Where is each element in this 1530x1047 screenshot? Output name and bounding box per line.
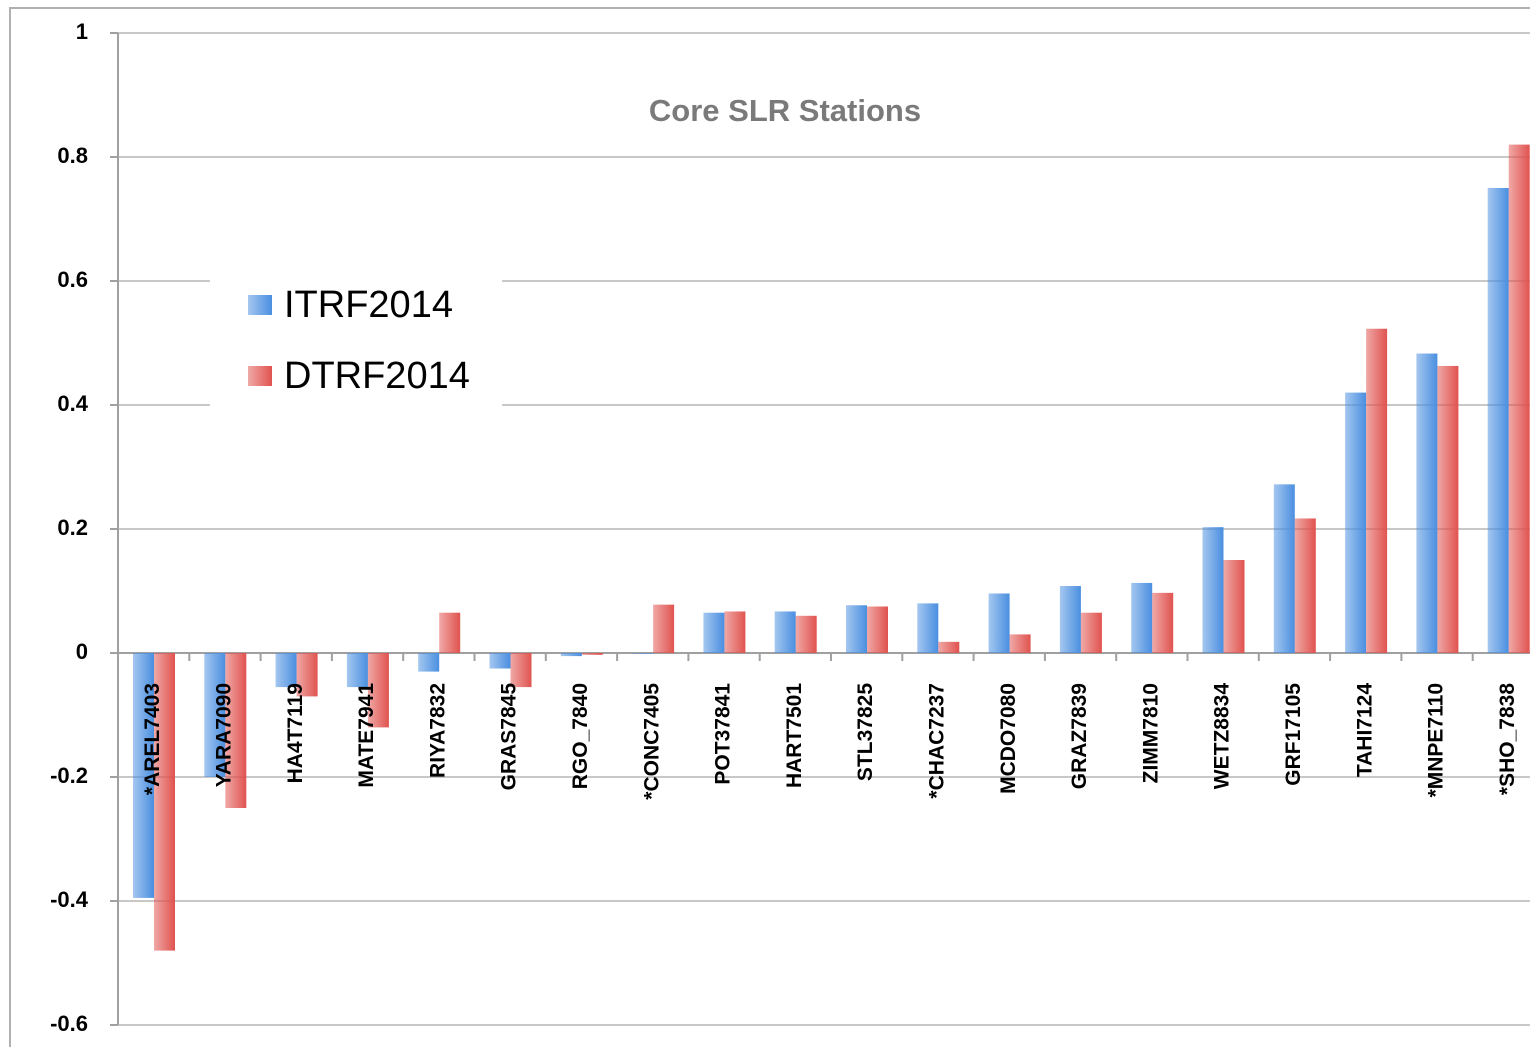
bar xyxy=(1366,328,1388,653)
bar xyxy=(489,653,511,669)
bar xyxy=(846,605,867,653)
bar xyxy=(938,641,960,653)
bar xyxy=(795,615,817,653)
x-tick-label: STL37825 xyxy=(854,683,877,781)
chart-title: Core SLR Stations xyxy=(649,93,921,128)
y-tick-label: -0.2 xyxy=(50,763,88,788)
bar xyxy=(204,653,226,777)
legend-label: DTRF2014 xyxy=(284,355,470,397)
bar xyxy=(774,611,796,653)
bar xyxy=(867,606,888,653)
bar xyxy=(225,653,247,808)
x-tick-label: *MNPE7110 xyxy=(1425,683,1448,797)
bar xyxy=(1131,582,1153,653)
x-tick-label: *SHO_7838 xyxy=(1496,683,1519,795)
x-tick-label: HART7501 xyxy=(783,683,806,788)
x-tick-label: POT37841 xyxy=(712,683,735,785)
bar xyxy=(1009,634,1031,653)
legend-swatch xyxy=(248,295,272,315)
bar xyxy=(1508,144,1530,653)
x-tick-label: RGO_7840 xyxy=(569,683,592,789)
bar xyxy=(346,653,368,688)
bar xyxy=(632,653,654,654)
bar xyxy=(581,653,603,655)
x-tick-label: GRAS7845 xyxy=(498,683,521,791)
x-tick-label: MATE7941 xyxy=(355,683,378,788)
bar xyxy=(1202,527,1224,653)
y-tick-label: 1 xyxy=(76,19,88,44)
x-tick-label: YARA7090 xyxy=(212,683,235,787)
x-tick-label: HA4T7119 xyxy=(284,683,307,783)
x-tick-label: *CHAC7237 xyxy=(925,683,948,799)
bar xyxy=(653,604,675,653)
bar xyxy=(1294,518,1316,653)
bar xyxy=(296,653,318,697)
bar xyxy=(1437,365,1459,653)
legend-box xyxy=(210,268,502,410)
bar xyxy=(1223,560,1245,653)
legend-label: ITRF2014 xyxy=(284,284,453,326)
x-tick-label: GRF17105 xyxy=(1282,683,1305,786)
bar xyxy=(1487,188,1509,653)
y-tick-label: -0.6 xyxy=(50,1011,88,1036)
bar xyxy=(367,653,389,728)
x-tick-label: RIYA7832 xyxy=(426,683,449,778)
bar xyxy=(1416,353,1438,653)
bar xyxy=(1152,592,1174,653)
bar xyxy=(1059,586,1081,653)
bar xyxy=(510,653,532,688)
legend-swatch xyxy=(248,366,272,386)
bar xyxy=(418,653,440,672)
bar xyxy=(917,603,939,653)
y-tick-label: 0.4 xyxy=(57,391,88,416)
x-tick-label: *AREL7403 xyxy=(141,683,164,795)
y-tick-label: 0.2 xyxy=(57,515,88,540)
bar xyxy=(275,653,297,688)
bar xyxy=(1273,484,1295,653)
bar xyxy=(154,653,175,951)
bar xyxy=(439,612,461,653)
bar xyxy=(1080,612,1102,653)
bar xyxy=(1345,392,1367,653)
bar xyxy=(133,653,154,898)
bar xyxy=(560,653,582,657)
x-tick-label: MCDO7080 xyxy=(997,683,1020,794)
y-tick-label: 0.6 xyxy=(57,267,88,292)
x-tick-label: WETZ8834 xyxy=(1211,683,1234,790)
x-tick-label: TAHI7124 xyxy=(1353,683,1376,777)
y-tick-label: 0.8 xyxy=(57,143,88,168)
x-tick-label: ZIMM7810 xyxy=(1139,683,1162,783)
bar xyxy=(724,611,746,653)
y-tick-label: -0.4 xyxy=(50,887,89,912)
bar xyxy=(988,593,1010,653)
x-tick-label: GRAZ7839 xyxy=(1068,683,1091,789)
y-tick-label: 0 xyxy=(76,639,88,664)
x-tick-label: *CONC7405 xyxy=(640,683,663,800)
bar xyxy=(703,612,725,653)
